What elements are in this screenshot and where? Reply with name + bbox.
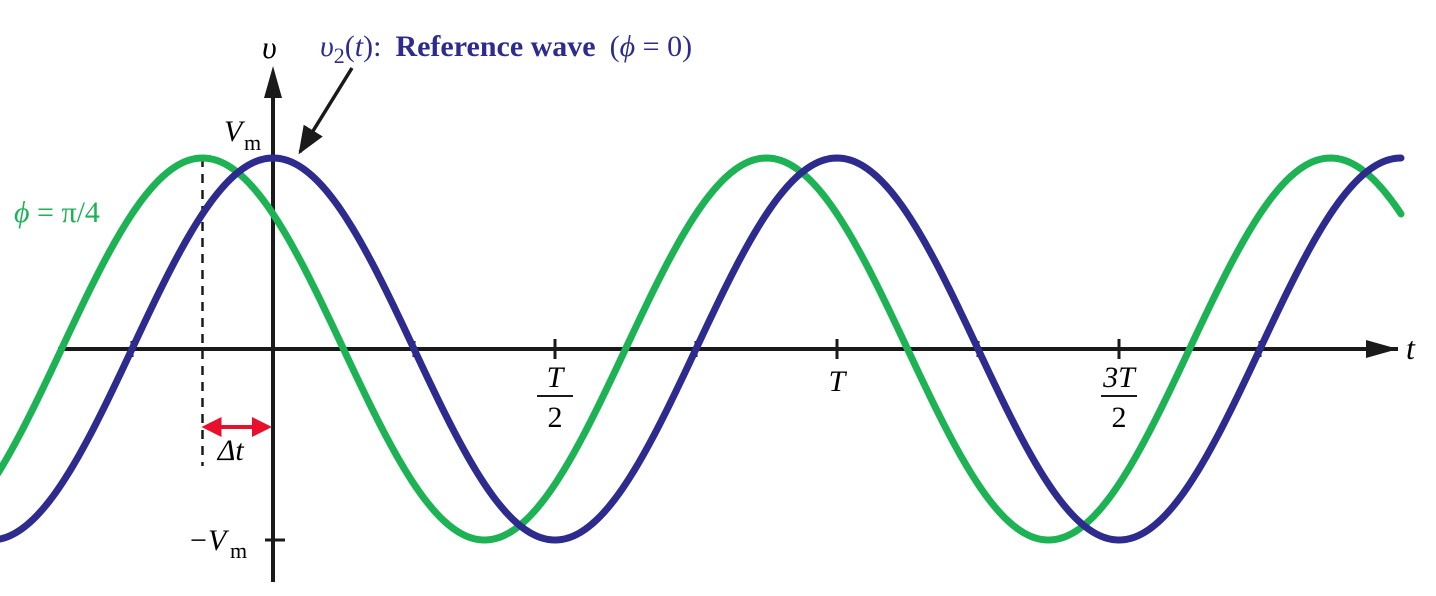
delta-t-text: Δt <box>217 434 245 467</box>
x-tick-label-numerator: 3T <box>1102 361 1137 394</box>
x-tick-label-denominator: 2 <box>548 401 563 434</box>
y-tick-bottom-minus: − <box>190 524 207 557</box>
y-axis-arrow <box>264 66 282 98</box>
x-tick-label-denominator: 2 <box>1112 401 1127 434</box>
x-tick-label-numerator: T <box>547 361 566 394</box>
reference-label-pointer <box>298 67 354 155</box>
series-line-shifted <box>0 154 1405 544</box>
x-tick-label: T <box>829 365 848 398</box>
series-line-reference <box>0 154 1405 544</box>
axes <box>58 66 1398 582</box>
delta-t-annotation: Δt <box>201 417 272 467</box>
y-tick-bottom-main: V <box>208 524 230 557</box>
y-axis-label: υ <box>262 29 277 65</box>
y-tick-bottom-sub: m <box>230 538 247 563</box>
reference-label-text: υ2(t): Reference wave (ϕ = 0) <box>320 30 692 68</box>
delta-t-label: Δt <box>217 434 245 467</box>
y-tick-top-sub: m <box>244 130 261 155</box>
y-tick-top-main: V <box>224 115 246 148</box>
x-axis-label: t <box>1406 330 1416 366</box>
shifted-wave-label: ϕ = π/4 <box>14 196 100 229</box>
reference-wave-label: υ2(t): Reference wave (ϕ = 0) <box>320 30 692 68</box>
y-tick-bottom: − V m <box>190 524 285 563</box>
x-axis-arrow <box>1366 340 1398 358</box>
